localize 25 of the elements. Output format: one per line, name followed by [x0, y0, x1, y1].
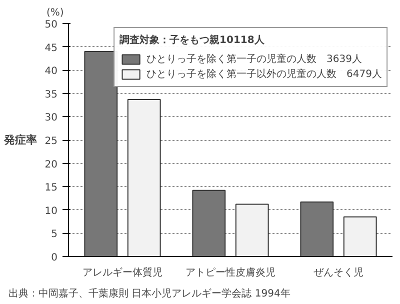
y-tick-label: 20 [44, 159, 58, 170]
y-tick-label: 5 [51, 229, 58, 240]
y-tick-label: 25 [44, 136, 58, 147]
bar [235, 204, 269, 256]
y-tick-label: 35 [44, 89, 58, 100]
y-tick-label: 10 [44, 206, 58, 217]
source-note: 出典：中岡嘉子、千葉康則 日本小児アレルギー学会誌 1994年 [8, 288, 290, 300]
x-tick-label: アトピー性皮膚炎児 [186, 266, 276, 278]
y-tick-label: 50 [44, 20, 58, 30]
legend-label: ひとりっ子を除く第一子の児童の人数 3639人 [146, 52, 362, 66]
bar [192, 190, 226, 256]
legend-label: ひとりっ子を除く第一子以外の児童の人数 6479人 [146, 68, 382, 81]
bar [343, 216, 377, 256]
y-tick-label: 15 [44, 182, 58, 194]
y-tick-label: 45 [44, 42, 58, 54]
bar [127, 98, 161, 256]
y-tick-label: 30 [44, 112, 58, 124]
y-tick-label: 0 [51, 252, 58, 264]
x-tick-label: アレルギー体質児 [82, 266, 162, 278]
text: (%) [46, 8, 64, 18]
bar [300, 201, 334, 256]
x-tick-label: ぜんそく児 [314, 268, 364, 278]
y-axis-title: 発症率 [2, 134, 37, 146]
y-tick-label: 40 [44, 66, 58, 78]
legend-title: 調査対象：子をもつ親10118人 [120, 33, 266, 47]
